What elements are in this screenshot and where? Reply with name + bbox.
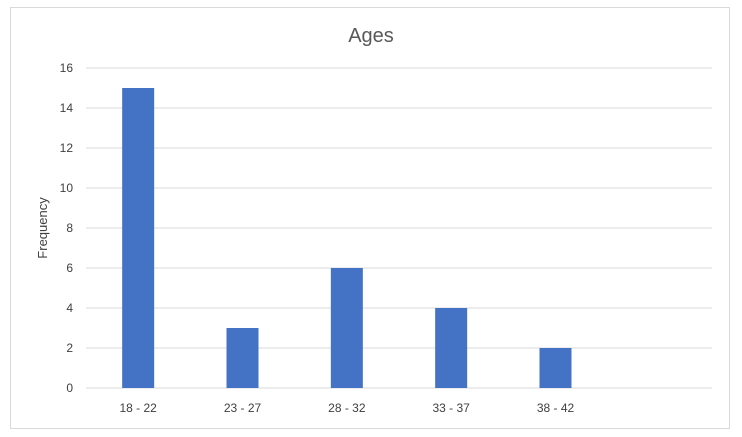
bar bbox=[122, 88, 155, 388]
y-tick-label: 10 bbox=[60, 181, 74, 195]
y-tick-label: 2 bbox=[66, 341, 73, 355]
bar bbox=[435, 308, 468, 388]
y-tick-label: 6 bbox=[66, 261, 73, 275]
gridlines bbox=[86, 67, 712, 389]
y-tick-label: 4 bbox=[66, 301, 73, 315]
x-tick-label: 38 - 42 bbox=[537, 401, 575, 415]
y-tick-label: 12 bbox=[60, 141, 74, 155]
x-tick-label: 23 - 27 bbox=[224, 401, 262, 415]
y-tick-label: 8 bbox=[66, 221, 73, 235]
x-tick-label: 33 - 37 bbox=[432, 401, 470, 415]
bar bbox=[330, 268, 363, 388]
x-tick-label: 18 - 22 bbox=[119, 401, 157, 415]
y-tick-label: 16 bbox=[60, 61, 74, 75]
bar bbox=[226, 328, 259, 388]
x-tick-label: 28 - 32 bbox=[328, 401, 366, 415]
chart-title: Ages bbox=[348, 25, 394, 47]
y-tick-label: 14 bbox=[60, 101, 74, 115]
y-tick-label: 0 bbox=[66, 381, 73, 395]
x-axis-ticks: 18 - 22 23 - 27 28 - 32 33 - 37 38 - 42 bbox=[119, 401, 574, 415]
bar bbox=[539, 348, 572, 388]
y-axis-ticks: 0 2 4 6 8 10 12 14 16 bbox=[60, 61, 74, 395]
y-axis-label: Frequency bbox=[35, 197, 50, 259]
bars bbox=[122, 88, 572, 388]
